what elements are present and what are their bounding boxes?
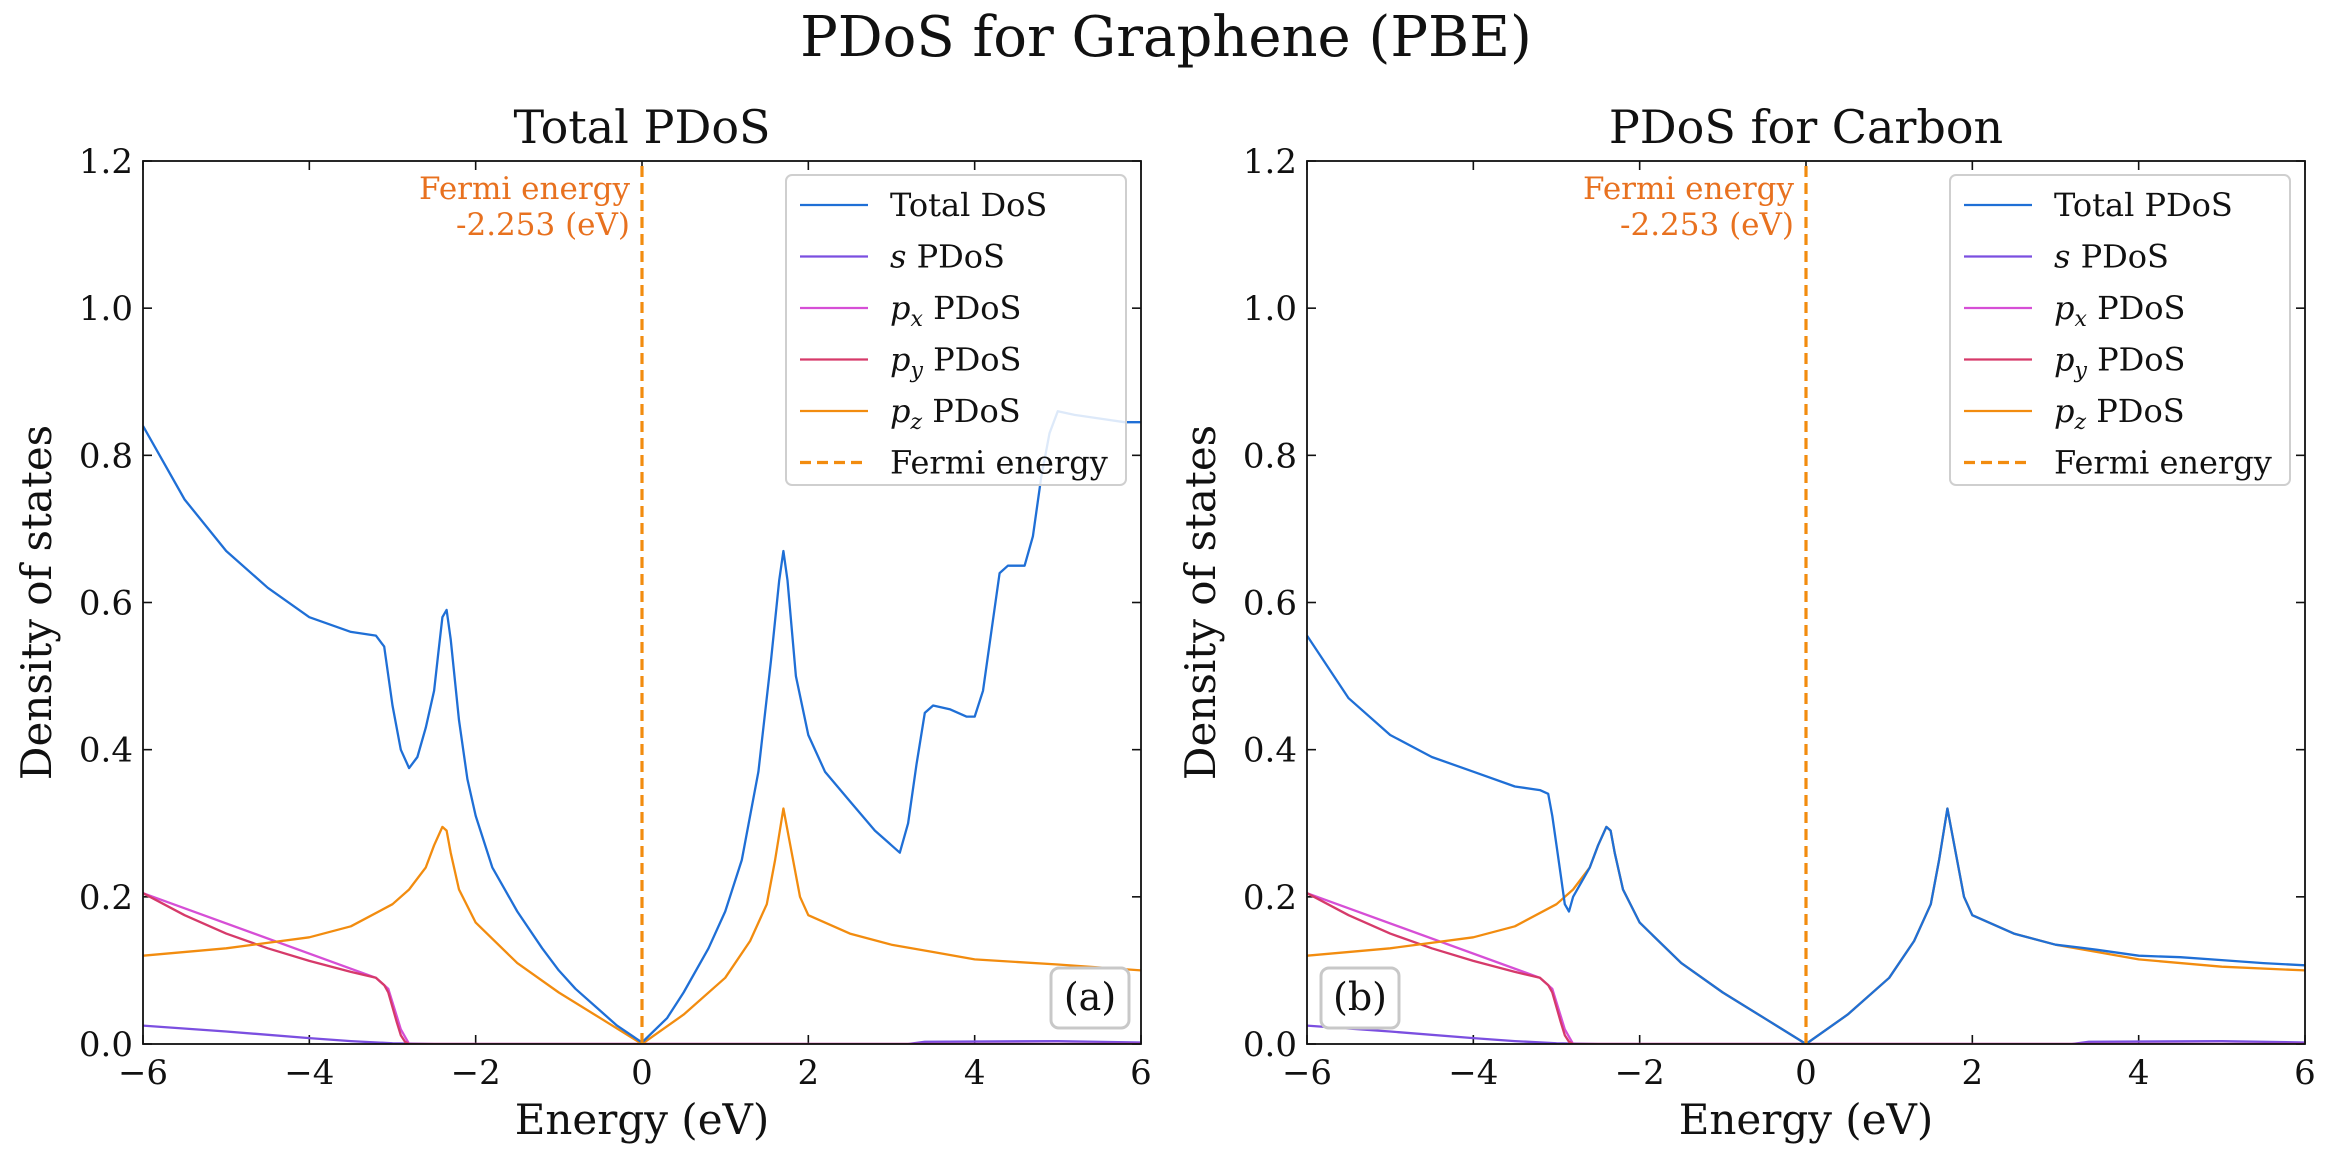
y-tick-label: 0.6 (79, 584, 133, 624)
chart-panel-2: PDoS for Carbon Energy (eV) Density of sta… (1176, 100, 2316, 1144)
x-tick-label: −6 (1282, 1053, 1332, 1093)
y-tick-label: 0.8 (1243, 436, 1297, 476)
legend-box (1949, 174, 2291, 486)
y-tick-label: 0.2 (1243, 878, 1297, 918)
y-axis-label: Density of states (1176, 425, 1225, 780)
x-tick-label: 0 (631, 1053, 653, 1093)
plot-frame (1306, 160, 2306, 1045)
y-tick-label: 0.6 (1243, 584, 1297, 624)
x-tick-label: −2 (451, 1053, 501, 1093)
legend-entry: py PDoS (2054, 341, 2185, 384)
panels: Total PDoS Energy (eV) Density of states −6… (12, 100, 2316, 1144)
legend-entry: Fermi energy (890, 444, 1108, 482)
series-line-p-z-pdos (143, 807, 1141, 1044)
fermi-annotation-line: Fermi energy (1583, 171, 1794, 207)
series-line-total-dos (143, 410, 1141, 1044)
legend-entry: Total DoS (890, 186, 1047, 224)
legend-box (785, 174, 1127, 486)
figure-suptitle: PDoS for Graphene (PBE) (800, 5, 1532, 70)
y-tick-label: 0.4 (1243, 731, 1297, 771)
panel-label-box (1319, 966, 1401, 1030)
legend-entry: Total PDoS (2054, 186, 2233, 224)
legend-entry: s PDoS (2054, 238, 2169, 276)
chart-title: PDoS for Carbon (1609, 100, 2003, 154)
y-tick-label: 0.0 (79, 1025, 133, 1065)
x-tick-label: 2 (798, 1053, 820, 1093)
series-line-p-y-pdos (1307, 892, 2305, 1044)
x-tick-label: 4 (964, 1053, 986, 1093)
legend-entry: px PDoS (890, 289, 1021, 332)
panel-label-text: (a) (1064, 975, 1116, 1019)
fermi-annotation-line: -2.253 (eV) (1620, 207, 1794, 243)
x-axis-label: Energy (eV) (1679, 1095, 1934, 1144)
legend-entry: s PDoS (890, 238, 1005, 276)
panel-label: (a) (1049, 966, 1131, 1030)
x-tick-label: −2 (1615, 1053, 1665, 1093)
legend-entry: Fermi energy (2054, 444, 2272, 482)
legend-entry: pz PDoS (2054, 392, 2185, 435)
x-tick-label: 0 (1795, 1053, 1817, 1093)
y-tick-label: 0.2 (79, 878, 133, 918)
y-axis-label: Density of states (12, 425, 61, 780)
x-tick-label: −4 (1448, 1053, 1498, 1093)
y-tick-label: 1.2 (79, 142, 133, 182)
panel-label-box (1049, 966, 1131, 1030)
legend-entry: py PDoS (890, 341, 1021, 384)
chart-title: Total PDoS (513, 100, 770, 154)
fermi-annotation-line: Fermi energy (419, 171, 630, 207)
y-tick-label: 1.0 (1243, 289, 1297, 329)
legend: Total DoS s PDoS px PDoS py PDoS pz PDoS Ferm… (785, 174, 1127, 486)
x-tick-label: 2 (1962, 1053, 1984, 1093)
x-tick-label: −4 (284, 1053, 334, 1093)
x-tick-label: −6 (118, 1053, 168, 1093)
series-line-total-pdos (1307, 634, 2305, 1044)
fermi-annotation-line: -2.253 (eV) (456, 207, 630, 243)
y-tick-label: 0.0 (1243, 1025, 1297, 1065)
chart-panel-1: Total PDoS Energy (eV) Density of states −6… (12, 100, 1152, 1144)
plot-area (143, 161, 1141, 1044)
panel-label: (b) (1319, 966, 1401, 1030)
x-tick-label: 6 (1130, 1053, 1152, 1093)
series-line-s-pdos (1307, 1024, 2305, 1044)
legend-entry: px PDoS (2054, 289, 2185, 332)
x-axis-label: Energy (eV) (515, 1095, 770, 1144)
y-tick-label: 0.4 (79, 731, 133, 771)
series-line-p-y-pdos (143, 892, 1141, 1044)
panel-label-text: (b) (1333, 975, 1387, 1019)
plot-area (1307, 161, 2305, 1044)
y-tick-label: 1.0 (79, 289, 133, 329)
legend: Total PDoS s PDoS px PDoS py PDoS pz PDoS Fer… (1949, 174, 2291, 486)
x-tick-label: 6 (2294, 1053, 2316, 1093)
y-tick-label: 1.2 (1243, 142, 1297, 182)
y-tick-label: 0.8 (79, 436, 133, 476)
plot-frame (142, 160, 1142, 1045)
x-tick-label: 4 (2128, 1053, 2150, 1093)
series-line-s-pdos (143, 1024, 1141, 1044)
legend-entry: pz PDoS (890, 392, 1021, 435)
